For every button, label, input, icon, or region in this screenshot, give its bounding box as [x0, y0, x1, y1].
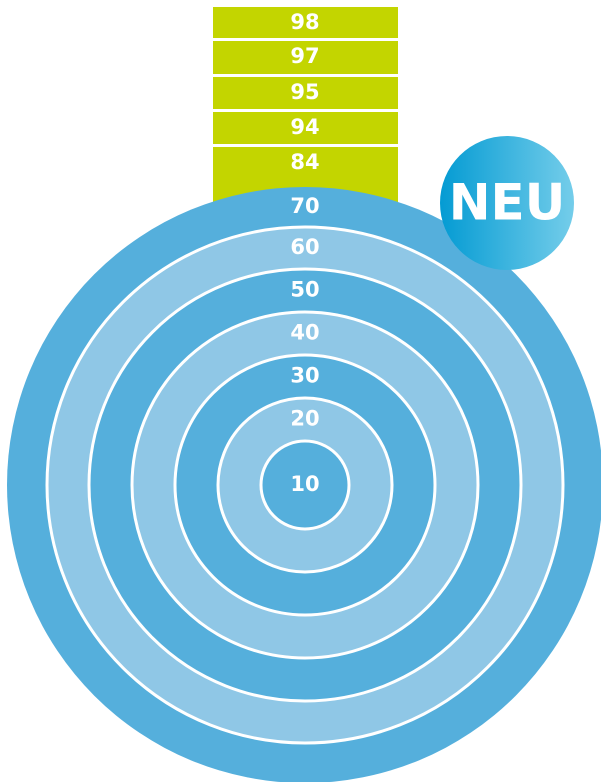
- target-rings: 10 20 30 40 50 60 70: [7, 187, 601, 782]
- bar-label: 94: [290, 115, 319, 139]
- badge: NEU: [440, 136, 574, 270]
- bar-label: 97: [290, 44, 319, 68]
- bar-label: 95: [290, 80, 319, 104]
- bar: [213, 7, 398, 38]
- badge-text: NEU: [449, 174, 566, 232]
- ring-label: 30: [290, 364, 319, 388]
- bar: [213, 41, 398, 74]
- bar: [213, 77, 398, 109]
- ring: [259, 439, 351, 531]
- ring-label: 60: [290, 235, 319, 259]
- bar-label: 98: [290, 10, 319, 34]
- ring-label: 40: [290, 321, 319, 345]
- ring-label: 10: [290, 472, 319, 496]
- bar: [213, 112, 398, 144]
- ring-label: 70: [290, 194, 319, 218]
- badge-circle: [440, 136, 574, 270]
- ring-label: 20: [290, 407, 319, 431]
- bar-stack: 98 97 95 94 84: [213, 7, 398, 207]
- bar-label: 84: [290, 150, 319, 174]
- ring-label: 50: [290, 278, 319, 302]
